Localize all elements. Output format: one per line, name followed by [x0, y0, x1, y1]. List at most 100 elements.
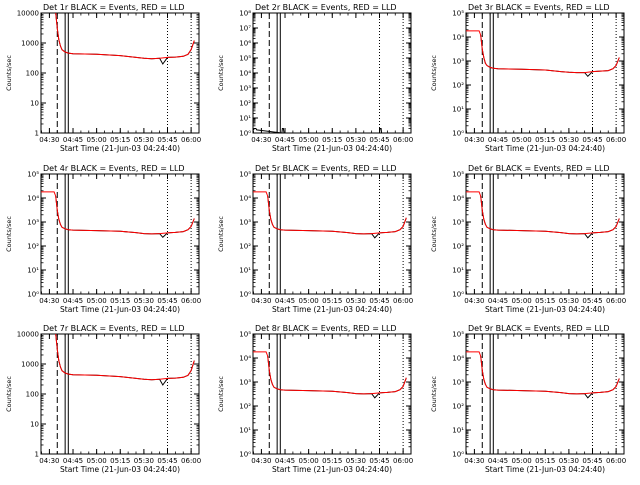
- x-tick-label: 04:30: [251, 457, 271, 465]
- x-axis-label: Start Time (21-Jun-03 04:24:40): [485, 305, 605, 314]
- y-tick-label: 10³: [27, 219, 39, 227]
- y-tick-label: 10¹: [239, 427, 251, 435]
- y-tick-label: 10⁰: [452, 130, 464, 138]
- x-tick-label: 05:15: [535, 297, 555, 305]
- x-tick-label: 05:30: [559, 457, 579, 465]
- x-tick-label: 06:00: [606, 136, 626, 144]
- x-tick-label: 05:45: [369, 297, 389, 305]
- x-tick-label: 05:00: [299, 297, 319, 305]
- x-tick-label: 05:30: [346, 297, 366, 305]
- panel-title: Det 1r BLACK = Events, RED = LLD: [43, 3, 185, 12]
- x-tick-label: 04:30: [39, 136, 59, 144]
- x-tick-label: 05:00: [512, 136, 532, 144]
- panel-det-2: Det 2r BLACK = Events, RED = LLD Counts/s…: [217, 3, 413, 153]
- y-tick-label: 10⁰: [239, 291, 251, 299]
- y-tick-label: 10⁰: [27, 291, 39, 299]
- y-tick-label: 10¹: [27, 267, 39, 275]
- x-tick-label: 05:45: [157, 297, 177, 305]
- y-axis-label: Counts/sec: [430, 55, 438, 91]
- y-tick-label: 10⁵: [452, 10, 464, 18]
- y-tick-label: 1000: [21, 40, 39, 48]
- panel-title: Det 2r BLACK = Events, RED = LLD: [255, 3, 397, 12]
- x-tick-label: 05:30: [559, 297, 579, 305]
- y-tick-label: 10³: [239, 85, 251, 93]
- x-tick-label: 04:30: [251, 136, 271, 144]
- y-tick-label: 10¹: [239, 267, 251, 275]
- y-axis-label: Counts/sec: [217, 376, 225, 412]
- y-tick-label: 10⁰: [452, 291, 464, 299]
- x-tick-label: 05:00: [87, 457, 107, 465]
- y-tick-label: 10²: [452, 243, 464, 251]
- y-axis-label: Counts/sec: [430, 216, 438, 252]
- x-tick-label: 05:45: [157, 136, 177, 144]
- x-tick-label: 04:30: [39, 457, 59, 465]
- x-tick-label: 05:30: [134, 297, 154, 305]
- x-tick-label: 05:00: [512, 457, 532, 465]
- y-tick-label: 10³: [239, 379, 251, 387]
- x-tick-label: 05:15: [535, 136, 555, 144]
- y-tick-label: 10⁴: [239, 70, 251, 78]
- y-axis-label: Counts/sec: [430, 376, 438, 412]
- x-tick-label: 05:15: [322, 297, 342, 305]
- x-tick-label: 06:00: [181, 297, 201, 305]
- x-tick-label: 05:30: [134, 457, 154, 465]
- x-tick-label: 05:45: [582, 136, 602, 144]
- x-axis-label: Start Time (21-Jun-03 04:24:40): [485, 465, 605, 474]
- x-tick-label: 05:30: [346, 136, 366, 144]
- y-tick-label: 10⁵: [27, 171, 39, 179]
- y-tick-label: 10¹: [239, 115, 251, 123]
- panel-det-7: Det 7r BLACK = Events, RED = LLD Counts/s…: [5, 324, 201, 474]
- y-tick-label: 10²: [27, 243, 39, 251]
- x-tick-label: 04:45: [275, 457, 295, 465]
- y-tick-label: 10²: [239, 243, 251, 251]
- y-tick-label: 1000: [21, 361, 39, 369]
- y-tick-label: 1: [35, 451, 39, 459]
- y-tick-label: 10: [30, 421, 39, 429]
- y-tick-label: 10⁷: [239, 25, 251, 33]
- y-tick-label: 10⁶: [239, 40, 251, 48]
- x-tick-label: 04:45: [63, 297, 83, 305]
- panel-title: Det 9r BLACK = Events, RED = LLD: [468, 324, 610, 333]
- x-tick-label: 05:45: [369, 136, 389, 144]
- y-tick-label: 10³: [452, 379, 464, 387]
- x-tick-label: 04:45: [63, 136, 83, 144]
- x-tick-label: 04:30: [39, 297, 59, 305]
- x-tick-label: 05:15: [535, 457, 555, 465]
- y-tick-label: 10²: [239, 403, 251, 411]
- x-axis-label: Start Time (21-Jun-03 04:24:40): [272, 465, 392, 474]
- y-tick-label: 10⁸: [239, 10, 251, 18]
- x-axis-label: Start Time (21-Jun-03 04:24:40): [60, 144, 180, 153]
- series-line-lld: [55, 333, 195, 381]
- x-tick-label: 04:30: [464, 457, 484, 465]
- y-tick-label: 10²: [239, 100, 251, 108]
- x-tick-label: 05:15: [110, 136, 130, 144]
- y-axis-label: Counts/sec: [5, 376, 13, 412]
- y-tick-label: 10⁴: [452, 355, 464, 363]
- x-tick-label: 05:45: [157, 457, 177, 465]
- y-axis-label: Counts/sec: [5, 55, 13, 91]
- y-tick-label: 10000: [17, 331, 39, 339]
- y-tick-label: 10²: [452, 403, 464, 411]
- x-tick-label: 06:00: [181, 457, 201, 465]
- y-axis-label: Counts/sec: [5, 216, 13, 252]
- panel-title: Det 6r BLACK = Events, RED = LLD: [468, 164, 610, 173]
- y-tick-label: 10⁴: [239, 355, 251, 363]
- series-line-lld: [466, 30, 620, 74]
- y-axis-label: Counts/sec: [217, 55, 225, 91]
- y-tick-label: 100: [26, 391, 39, 399]
- y-tick-label: 10¹: [452, 267, 464, 275]
- y-tick-label: 10⁵: [239, 171, 251, 179]
- x-tick-label: 05:30: [134, 136, 154, 144]
- panel-det-1: Det 1r BLACK = Events, RED = LLD Counts/s…: [5, 3, 201, 153]
- y-tick-label: 10⁰: [239, 130, 251, 138]
- x-axis-label: Start Time (21-Jun-03 04:24:40): [60, 305, 180, 314]
- x-axis-label: Start Time (21-Jun-03 04:24:40): [60, 465, 180, 474]
- x-tick-label: 05:30: [559, 136, 579, 144]
- x-tick-label: 04:30: [251, 297, 271, 305]
- x-tick-label: 04:45: [488, 297, 508, 305]
- x-tick-label: 05:45: [582, 457, 602, 465]
- series-line-lld: [55, 12, 195, 60]
- panel-title: Det 4r BLACK = Events, RED = LLD: [43, 164, 185, 173]
- x-tick-label: 06:00: [606, 297, 626, 305]
